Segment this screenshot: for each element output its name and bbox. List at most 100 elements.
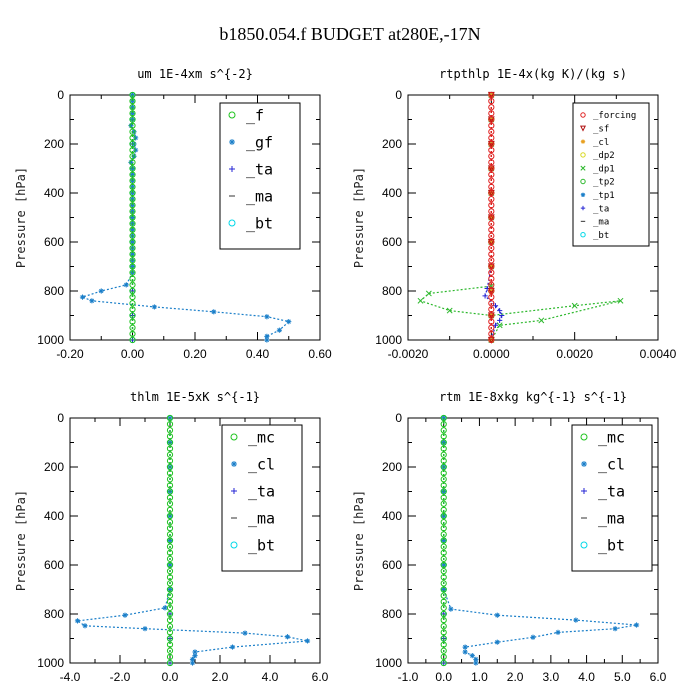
x-tick-label: 0.0020 (556, 347, 593, 361)
data-point (494, 612, 500, 618)
data-point (129, 226, 136, 233)
x-tick-label: 2.0 (212, 670, 229, 684)
legend-marker (579, 125, 587, 132)
data-point (488, 116, 495, 123)
data-point (446, 307, 453, 314)
y-tick-label: 200 (44, 137, 64, 151)
legend-label: _dp2 (593, 151, 615, 161)
data-point (166, 604, 174, 611)
data-point (440, 439, 447, 446)
x-tick-label: 0.60 (308, 347, 332, 361)
y-tick-label: 400 (382, 186, 402, 200)
chart-panel-2: rtpthlp 1E-4x(kg K)/(kg s) Pressure [hPa]… (352, 67, 677, 361)
data-point (79, 294, 86, 300)
data-point (74, 618, 81, 624)
data-point (129, 324, 136, 331)
data-point (98, 288, 104, 294)
data-point (166, 433, 174, 440)
data-point (167, 562, 173, 568)
data-point (129, 98, 136, 105)
data-point (440, 537, 447, 544)
data-point (166, 445, 174, 452)
data-point (129, 300, 136, 307)
data-point (166, 659, 174, 667)
x-tick-label: 5.0 (614, 670, 631, 684)
data-point (129, 110, 136, 116)
legend-label: _sf (593, 124, 609, 134)
data-point (129, 263, 136, 270)
y-tick-label: 400 (44, 509, 64, 523)
data-point (264, 333, 270, 339)
data-point (440, 629, 447, 636)
y-tick-label: 200 (382, 137, 402, 151)
data-point (166, 635, 174, 642)
y-axis-label: Pressure [hPa] (14, 490, 28, 591)
legend-marker (581, 488, 587, 494)
data-point (166, 617, 174, 624)
data-point (166, 421, 174, 428)
y-tick-label: 200 (382, 460, 402, 474)
data-point (129, 172, 136, 178)
x-tick-label: 4.0 (262, 670, 279, 684)
legend-marker (230, 541, 238, 549)
data-point (488, 245, 495, 252)
legend: _mc _cl _ta _ma _bt (221, 424, 303, 572)
data-point (488, 189, 495, 197)
data-point (488, 147, 495, 154)
data-point (211, 309, 217, 315)
data-point (166, 470, 174, 477)
legend-marker (580, 165, 586, 171)
y-axis-label: Pressure [hPa] (14, 167, 28, 268)
legend-box (219, 102, 301, 250)
data-point (488, 257, 495, 264)
data-point (488, 287, 495, 295)
legend: _mc _cl _ta _ma _bt (571, 424, 653, 572)
x-tick-label: 0.0040 (640, 347, 677, 361)
legend-label: _f (246, 106, 264, 124)
legend-label: _ma (598, 509, 625, 527)
data-point (440, 433, 447, 440)
data-point (440, 427, 447, 434)
data-point (122, 612, 128, 618)
legend-box (572, 102, 650, 247)
data-point (488, 177, 495, 184)
data-point (440, 623, 447, 630)
chart-title: thlm 1E-5xK s^{-1} (130, 390, 260, 404)
data-point (488, 202, 495, 209)
legend-label: _dp1 (593, 164, 615, 174)
data-point (166, 586, 174, 593)
data-point (440, 568, 447, 575)
chart-panel-4: rtm 1E-8xkg kg^{-1} s^{-1} Pressure [hPa]… (352, 390, 667, 684)
data-point (488, 214, 494, 221)
data-point (440, 470, 447, 477)
data-point (440, 506, 447, 513)
legend-label: _forcing (593, 111, 636, 121)
data-point (488, 104, 495, 111)
y-tick-label: 800 (382, 284, 402, 298)
legend-marker (580, 433, 588, 441)
data-point (129, 177, 136, 184)
y-tick-label: 600 (44, 558, 64, 572)
y-axis-label: Pressure [hPa] (352, 167, 366, 268)
legend-marker (580, 112, 586, 118)
data-point (129, 312, 136, 319)
data-point (129, 110, 136, 117)
legend-marker (580, 205, 586, 211)
data-point (573, 617, 579, 623)
data-point (166, 457, 174, 464)
data-point (129, 122, 136, 129)
data-point (129, 336, 136, 344)
data-point (488, 110, 495, 117)
data-point (162, 605, 168, 611)
data-point (440, 586, 447, 593)
y-tick-label: 800 (44, 284, 64, 298)
data-point (440, 500, 447, 507)
x-tick-label: 1.0 (471, 670, 488, 684)
series-group (74, 414, 311, 667)
data-point (166, 482, 174, 489)
data-point (555, 629, 561, 635)
data-point (129, 140, 136, 148)
data-point (167, 586, 173, 593)
data-point (166, 568, 174, 575)
data-point (488, 196, 495, 203)
